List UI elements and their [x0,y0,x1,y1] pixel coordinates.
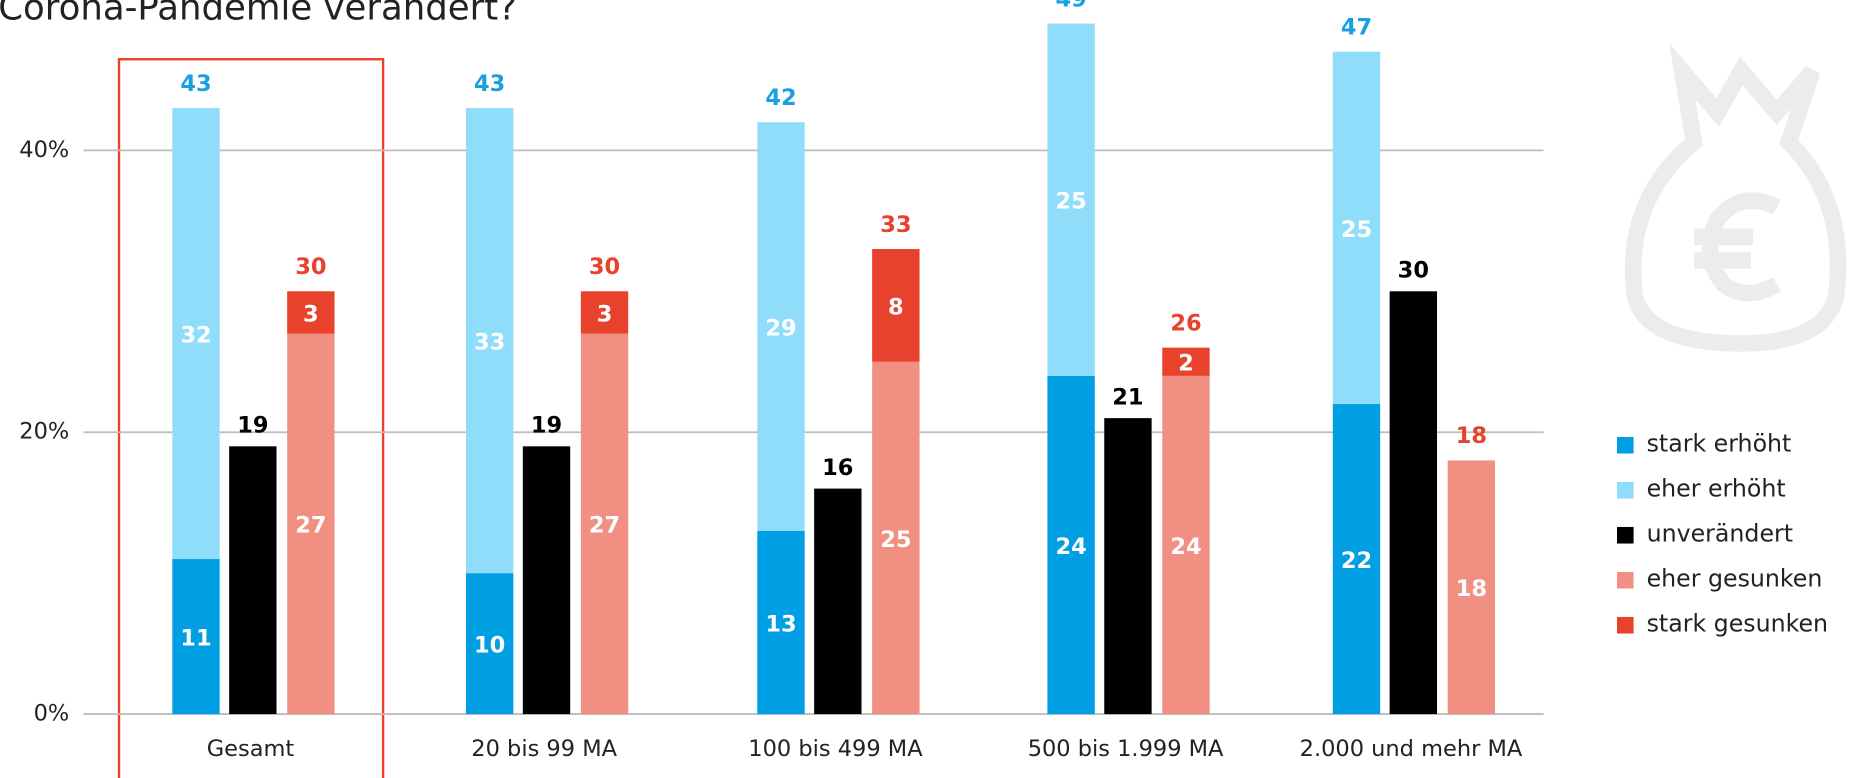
bar-segment [580,291,629,334]
bar-segment [1332,404,1381,715]
highlight-box [117,58,385,778]
bar-segment [287,291,335,334]
legend-label: stark erhöht [1647,430,1792,458]
legend-swatch [1617,616,1634,634]
legend-label: unverändert [1647,520,1793,548]
legend-swatch [1617,436,1634,454]
total-label: 19 [237,413,268,439]
bar-segment [580,333,629,715]
segment-label: 25 [880,527,911,553]
bar-segment [465,573,514,715]
segment-label: 8 [888,294,904,320]
total-label: 30 [1398,258,1429,284]
bar-segment [814,488,862,715]
total-label: 49 [1055,0,1086,12]
segment-label: 24 [1170,534,1201,560]
legend-label: stark gesunken [1647,610,1828,638]
segment-label: 3 [303,301,319,327]
y-tick-label: 20% [19,419,69,445]
x-tick-label: 20 bis 99 MA [471,736,617,762]
segment-label: 22 [1341,548,1372,574]
total-label: 30 [295,254,326,280]
segment-label: 11 [180,625,211,651]
x-tick-label: Gesamt [207,736,295,762]
bar-segment [1104,418,1152,715]
bar-segment [1162,347,1210,376]
total-label: 16 [822,455,853,481]
total-label: 47 [1341,15,1372,41]
bar-segment [522,446,571,715]
bar-segment [172,108,220,560]
segment-label: 33 [474,329,505,355]
segment-label: 13 [765,611,796,637]
bar-segment [287,333,335,715]
chart-title: Corona-Pandemie verändert? [0,0,517,28]
total-label: 43 [474,71,505,97]
bar-segment [172,559,220,715]
segment-label: 10 [474,632,505,658]
segment-label: 27 [295,513,326,539]
segment-label: 32 [180,322,211,348]
legend-label: eher gesunken [1647,565,1823,593]
bar-segment [1162,375,1210,715]
bar-segment [1047,23,1095,376]
total-label: 43 [180,71,211,97]
segment-label: 27 [589,513,620,539]
segment-label: 29 [765,315,796,341]
bar-segment [1332,51,1381,405]
bar-segment [872,249,920,362]
bar-segment [872,361,920,715]
segment-label: 24 [1055,534,1086,560]
bar-segment [757,530,805,715]
bar-segment [757,122,805,531]
legend-swatch [1617,571,1634,589]
bar-segment [465,108,514,574]
total-label: 26 [1170,310,1201,336]
total-label: 42 [765,85,796,111]
bar-segment [1389,291,1438,715]
x-tick-label: 500 bis 1.999 MA [1028,736,1224,762]
segment-label: 2 [1178,351,1194,377]
legend-swatch [1617,526,1634,544]
y-tick-label: 40% [19,137,69,163]
segment-label: 18 [1456,576,1487,602]
x-tick-label: 100 bis 499 MA [748,736,923,762]
segment-label: 25 [1341,217,1372,243]
segment-label: 25 [1055,189,1086,215]
bar-segment [1447,460,1496,715]
total-label: 21 [1112,384,1143,410]
legend-label: eher erhöht [1647,475,1786,503]
total-label: 30 [589,254,620,280]
total-label: 33 [880,212,911,238]
bar-segment [229,446,277,715]
total-label: 19 [531,413,562,439]
legend-swatch [1617,481,1634,499]
money-bag-icon [1624,43,1847,352]
y-tick-label: 0% [34,701,70,727]
x-tick-label: 2.000 und mehr MA [1300,736,1523,762]
segment-label: 3 [597,301,613,327]
bar-segment [1047,375,1095,715]
total-label: 18 [1456,423,1487,449]
